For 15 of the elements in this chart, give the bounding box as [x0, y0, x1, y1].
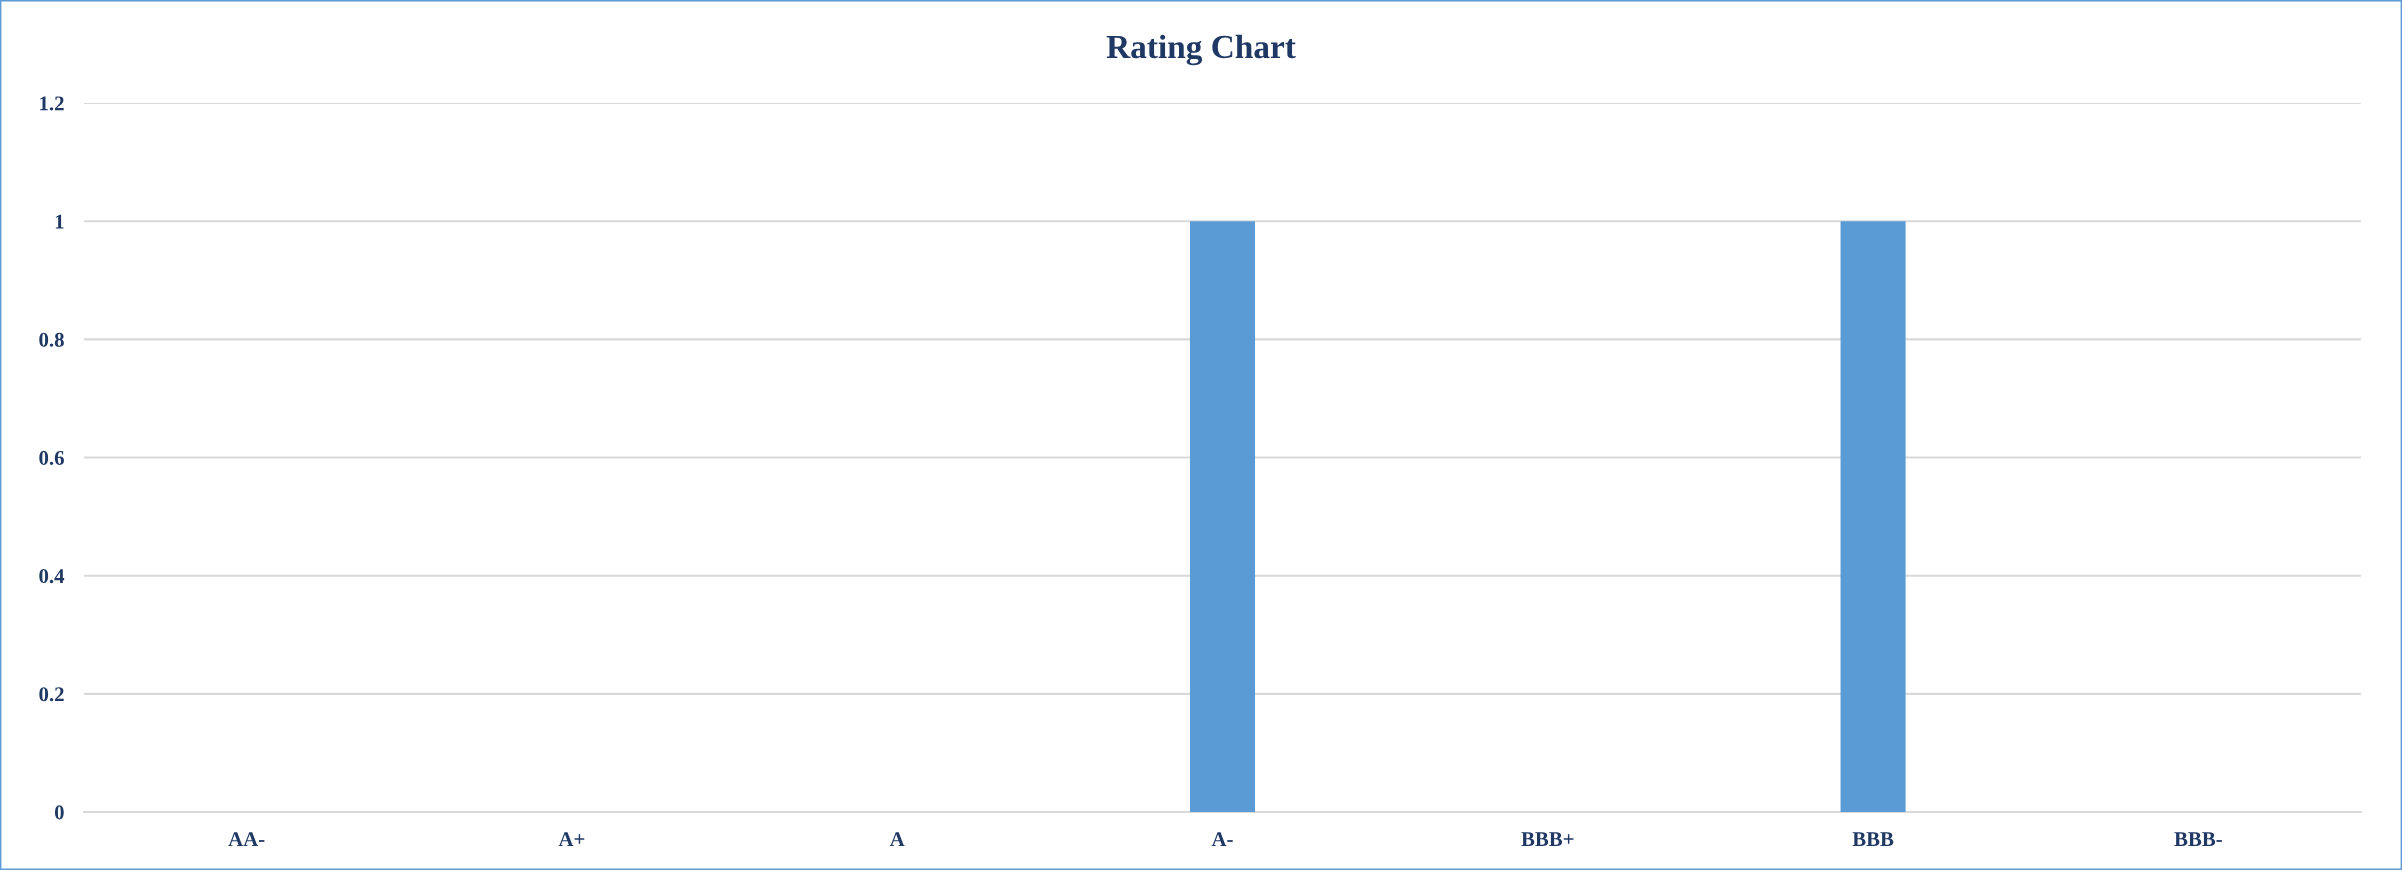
x-tick-label: A+ [558, 832, 585, 846]
y-tick-label: 0 [54, 805, 64, 820]
y-tick-label: 1 [55, 214, 64, 229]
x-tick-label: BBB- [2174, 832, 2222, 846]
x-tick-label: AA- [228, 832, 265, 846]
y-tick-label: 0.4 [39, 569, 65, 584]
y-tick-label: 0.2 [39, 687, 64, 702]
y-tick-label: 0.8 [39, 332, 64, 347]
y-tick-label: 1.2 [40, 96, 64, 111]
chart-title: Rating Chart [1106, 34, 1296, 66]
x-tick-label: A- [1211, 832, 1233, 846]
x-tick-label: BBB+ [1521, 832, 1574, 846]
x-tick-label: A [889, 832, 905, 846]
y-tick-label: 0.6 [39, 450, 64, 466]
x-tick-label: BBB [1852, 832, 1894, 846]
